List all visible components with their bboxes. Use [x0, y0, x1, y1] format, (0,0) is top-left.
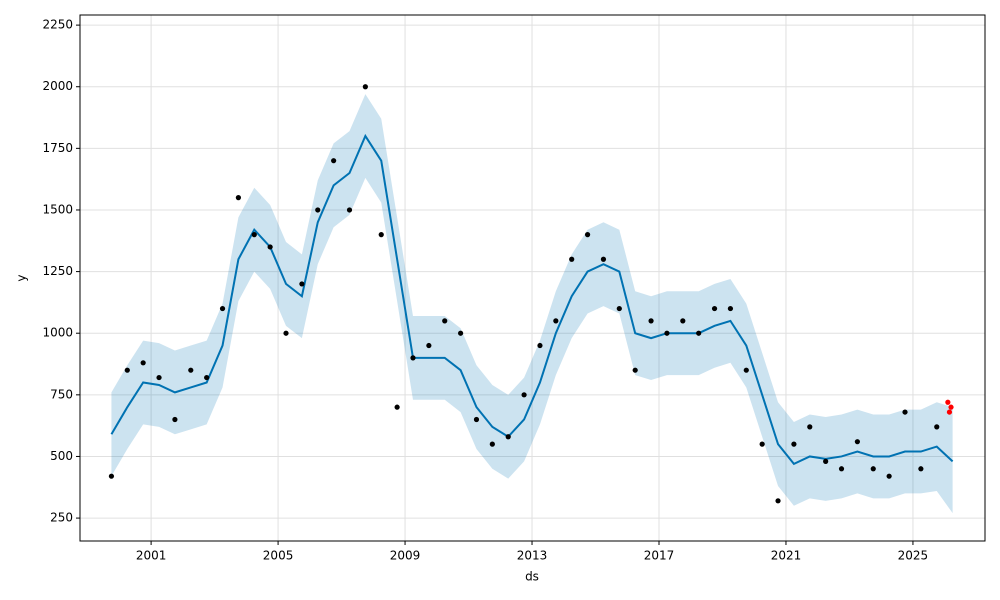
data-point	[458, 330, 464, 336]
data-point	[521, 392, 527, 398]
data-point	[489, 441, 495, 447]
y-tick-label: 1500	[42, 202, 73, 216]
data-point	[172, 416, 178, 423]
data-point	[410, 355, 416, 361]
data-point	[426, 342, 432, 349]
data-point	[569, 256, 575, 262]
data-point	[948, 404, 954, 410]
data-point	[632, 367, 638, 373]
data-point	[870, 466, 876, 472]
data-point	[946, 409, 953, 415]
data-point	[648, 318, 654, 324]
data-point	[140, 360, 146, 366]
data-point	[791, 441, 797, 447]
data-point	[759, 441, 765, 447]
data-point	[902, 409, 908, 415]
data-point	[362, 84, 368, 90]
data-point	[711, 305, 718, 312]
y-tick-label: 2250	[42, 18, 73, 32]
data-point	[945, 399, 951, 405]
y-tick-label: 1750	[42, 141, 73, 155]
data-point	[204, 374, 210, 381]
forecast-line	[110, 133, 954, 466]
data-point	[600, 256, 607, 262]
data-point	[854, 439, 860, 445]
x-tick-label: 2001	[136, 549, 167, 563]
y-tick-label: 1250	[42, 264, 73, 278]
x-axis-label: ds	[525, 570, 539, 584]
data-point	[807, 424, 813, 430]
data-point	[696, 330, 702, 336]
y-tick-label: 2000	[42, 79, 73, 93]
data-point	[886, 473, 892, 479]
data-point	[251, 232, 257, 238]
data-point	[156, 374, 162, 381]
x-tick-label: 2013	[517, 549, 548, 563]
data-point	[553, 318, 559, 324]
data-point	[775, 498, 781, 504]
x-tick-label: 2009	[390, 549, 421, 563]
data-point	[743, 367, 749, 373]
y-tick-label: 500	[50, 449, 73, 463]
data-point	[315, 207, 321, 213]
x-tick-label: 2025	[898, 549, 929, 563]
uncertainty-band	[111, 94, 953, 514]
y-tick-label: 250	[50, 511, 73, 525]
data-point	[267, 244, 273, 250]
y-tick-label: 1000	[42, 326, 73, 340]
data-point	[442, 318, 448, 324]
data-point	[918, 466, 924, 472]
data-point	[124, 367, 130, 373]
data-point	[346, 207, 353, 213]
data-point	[584, 232, 591, 238]
data-point	[823, 458, 829, 464]
plot-frame	[79, 14, 986, 542]
data-point	[664, 330, 670, 336]
data-point	[680, 318, 686, 324]
y-tick-label: 750	[50, 387, 73, 401]
y-axis-label: y	[15, 274, 29, 281]
data-point	[331, 158, 337, 164]
data-point	[219, 305, 226, 312]
x-tick-label: 2017	[644, 549, 675, 563]
data-point	[108, 473, 115, 479]
data-point	[188, 367, 194, 373]
data-point	[727, 305, 734, 312]
data-point	[378, 232, 384, 238]
data-point	[394, 404, 400, 410]
data-point	[299, 281, 305, 287]
data-point	[505, 434, 511, 440]
x-tick-label: 2021	[771, 549, 802, 563]
data-point	[934, 424, 940, 430]
data-point	[537, 342, 543, 349]
x-tick-label: 2005	[263, 549, 294, 563]
data-point	[473, 416, 480, 423]
data-point	[838, 466, 845, 472]
data-point	[616, 305, 622, 312]
data-point	[235, 195, 241, 201]
data-point	[283, 330, 289, 336]
